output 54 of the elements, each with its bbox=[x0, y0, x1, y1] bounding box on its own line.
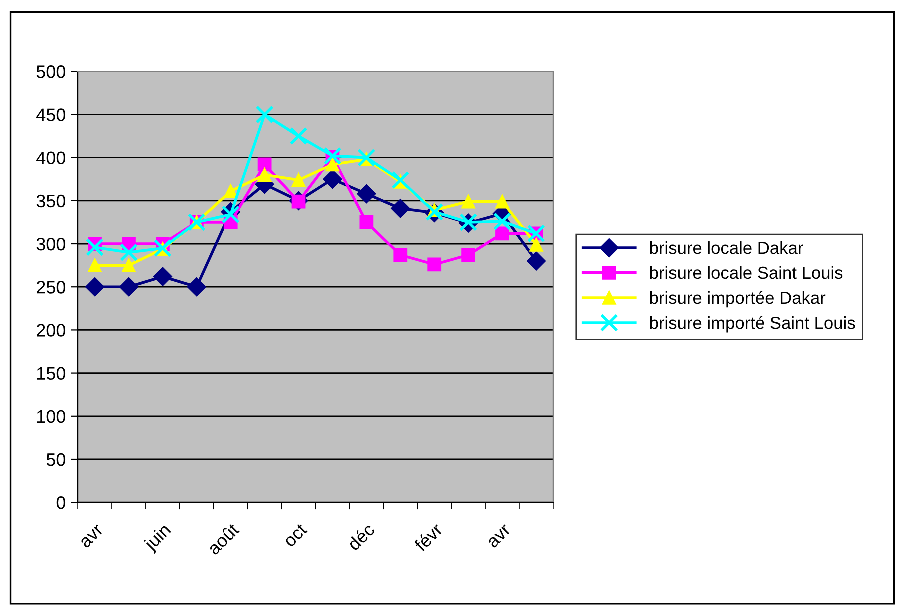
point bbox=[88, 258, 102, 273]
point bbox=[392, 171, 410, 190]
point bbox=[462, 194, 476, 209]
y-tick-label: 450 bbox=[36, 108, 66, 122]
point bbox=[526, 252, 546, 271]
legend-label: brisure importée Dakar bbox=[650, 291, 826, 308]
point bbox=[357, 184, 376, 204]
x-tick-label: avr bbox=[488, 524, 512, 549]
point bbox=[292, 173, 306, 188]
point bbox=[119, 278, 139, 297]
point bbox=[120, 244, 138, 262]
point bbox=[323, 170, 342, 189]
x-tick-label: oct bbox=[283, 523, 308, 548]
point bbox=[256, 106, 274, 124]
y-tick-label: 350 bbox=[36, 194, 66, 208]
y-tick-label: 250 bbox=[37, 281, 66, 294]
y-tick-label: 50 bbox=[46, 453, 66, 466]
point bbox=[258, 158, 272, 172]
point bbox=[496, 194, 510, 209]
x-tick-label: août bbox=[206, 522, 240, 556]
legend-label: brisure importé Saint Louis bbox=[650, 316, 856, 333]
point bbox=[530, 238, 544, 252]
point bbox=[493, 212, 512, 231]
point bbox=[86, 238, 104, 256]
x-tick-label: févr bbox=[413, 522, 444, 553]
point bbox=[324, 147, 342, 166]
point bbox=[153, 267, 172, 286]
point bbox=[222, 206, 240, 224]
y-tick-label: 200 bbox=[37, 324, 66, 337]
point bbox=[85, 278, 105, 297]
legend-label: brisure locale Dakar bbox=[650, 242, 804, 254]
y-tick-label: 500 bbox=[36, 66, 66, 78]
point bbox=[462, 248, 476, 262]
point bbox=[394, 248, 408, 262]
point bbox=[326, 158, 340, 172]
point bbox=[290, 127, 308, 146]
y-tick-label: 100 bbox=[37, 410, 66, 424]
point bbox=[496, 226, 510, 241]
y-tick-label: 150 bbox=[37, 367, 66, 380]
point bbox=[360, 216, 374, 230]
point bbox=[258, 168, 272, 182]
point bbox=[224, 184, 238, 198]
point bbox=[428, 258, 442, 272]
y-tick-label: 400 bbox=[36, 152, 66, 165]
point bbox=[187, 278, 206, 297]
point bbox=[391, 199, 410, 218]
legend-label: brisure locale Saint Louis bbox=[650, 266, 843, 280]
x-tick-label: déc bbox=[346, 522, 376, 552]
x-tick-label: avr bbox=[80, 524, 104, 549]
point bbox=[358, 148, 376, 167]
point bbox=[122, 258, 136, 273]
y-tick-label: 0 bbox=[56, 496, 66, 510]
y-tick-label: 300 bbox=[36, 238, 66, 251]
x-tick-label: juin bbox=[142, 522, 174, 554]
